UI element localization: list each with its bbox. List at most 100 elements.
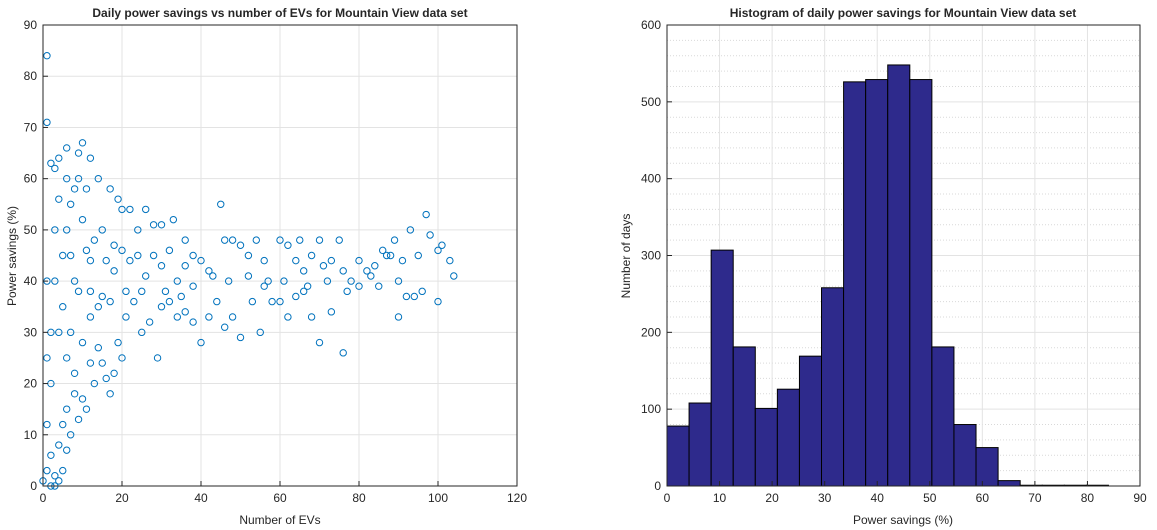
- scatter-point: [260, 282, 268, 290]
- scatter-point: [98, 292, 106, 301]
- scatter-point: [173, 277, 182, 285]
- scatter-point: [367, 272, 375, 280]
- scatter-point: [110, 369, 118, 378]
- scatter-point: [434, 246, 442, 255]
- histogram-bar: [843, 81, 867, 487]
- scatter-x-tick-label: 20: [115, 491, 129, 505]
- scatter-point: [47, 159, 55, 168]
- histogram-bar: [931, 346, 955, 487]
- scatter-point: [434, 297, 442, 306]
- scatter-point: [244, 272, 253, 280]
- scatter-point: [386, 251, 395, 260]
- scatter-point: [189, 251, 197, 260]
- scatter-point: [62, 174, 71, 183]
- scatter-point: [327, 256, 336, 265]
- scatter-point: [284, 241, 292, 249]
- scatter-point: [43, 52, 51, 60]
- scatter-point: [394, 313, 403, 321]
- scatter-point: [82, 405, 91, 413]
- histogram-y-tick-label: 600: [641, 18, 661, 32]
- scatter-point: [55, 328, 63, 337]
- histogram-bar: [821, 287, 845, 487]
- scatter-point: [106, 297, 114, 306]
- histogram-x-tick-label: 40: [871, 491, 885, 505]
- scatter-point: [256, 328, 264, 337]
- scatter-point: [110, 241, 118, 249]
- scatter-point: [62, 144, 71, 152]
- scatter-point: [122, 313, 130, 321]
- scatter-point: [134, 226, 142, 234]
- histogram-x-tick-label: 60: [976, 491, 990, 505]
- scatter-point: [43, 466, 51, 475]
- scatter-point: [145, 318, 154, 326]
- scatter-point: [74, 287, 83, 296]
- histogram-y-tick-label: 0: [654, 479, 661, 493]
- scatter-point: [296, 236, 304, 244]
- scatter-point: [327, 308, 336, 316]
- scatter-point: [244, 251, 253, 260]
- scatter-point: [161, 287, 170, 296]
- histogram-y-axis-label: Number of days: [619, 214, 633, 299]
- scatter-point: [189, 282, 197, 290]
- scatter-point: [51, 164, 59, 173]
- scatter-point: [157, 262, 166, 270]
- scatter-point: [134, 251, 142, 260]
- histogram-bar: [754, 407, 778, 487]
- scatter-point: [335, 236, 343, 244]
- scatter-point: [153, 354, 162, 362]
- scatter-point: [43, 354, 51, 362]
- scatter-point: [78, 395, 87, 403]
- scatter-point: [66, 431, 75, 439]
- scatter-y-tick-label: 70: [24, 120, 38, 134]
- scatter-point: [70, 390, 79, 398]
- scatter-point: [343, 287, 351, 296]
- scatter-point: [55, 477, 63, 485]
- scatter-x-tick-label: 100: [428, 491, 448, 505]
- scatter-point: [217, 200, 225, 208]
- scatter-point: [78, 215, 87, 224]
- scatter-point: [66, 251, 75, 260]
- scatter-point: [307, 313, 316, 321]
- scatter-point: [94, 303, 103, 311]
- scatter-point: [62, 446, 71, 454]
- scatter-x-tick-label: 0: [40, 491, 47, 505]
- scatter-point: [181, 236, 189, 244]
- scatter-point: [189, 318, 197, 326]
- scatter-point: [142, 205, 150, 214]
- scatter-point: [90, 236, 99, 244]
- scatter-point: [284, 313, 292, 321]
- scatter-point: [303, 282, 312, 290]
- scatter-y-tick-label: 60: [24, 172, 38, 186]
- scatter-point: [138, 287, 146, 296]
- scatter-point: [228, 313, 237, 321]
- scatter-point: [169, 215, 178, 224]
- scatter-point: [66, 200, 75, 208]
- scatter-point: [264, 277, 272, 285]
- scatter-point: [276, 236, 284, 244]
- histogram-x-axis-label: Power savings (%): [853, 513, 953, 527]
- histogram-bar: [688, 402, 712, 487]
- scatter-point: [347, 277, 355, 285]
- scatter-point: [209, 272, 217, 280]
- histogram-x-tick-label: 70: [1028, 491, 1042, 505]
- scatter-point: [126, 256, 134, 265]
- scatter-point: [323, 277, 332, 285]
- scatter-point: [70, 369, 79, 378]
- scatter-point: [315, 236, 324, 244]
- scatter-point: [379, 246, 387, 255]
- scatter-point: [181, 262, 189, 270]
- scatter-point: [62, 226, 71, 234]
- scatter-point: [149, 221, 158, 229]
- scatter-point: [197, 256, 205, 265]
- histogram-x-tick-label: 80: [1081, 491, 1095, 505]
- scatter-point: [276, 297, 284, 306]
- histogram-chart-title: Histogram of daily power savings for Mou…: [730, 6, 1077, 20]
- scatter-point: [118, 246, 126, 255]
- scatter-point: [74, 415, 83, 424]
- scatter-point: [118, 354, 126, 362]
- scatter-point: [59, 420, 67, 429]
- scatter-point: [339, 267, 347, 275]
- scatter-point: [205, 313, 213, 321]
- histogram-bar: [997, 480, 1021, 487]
